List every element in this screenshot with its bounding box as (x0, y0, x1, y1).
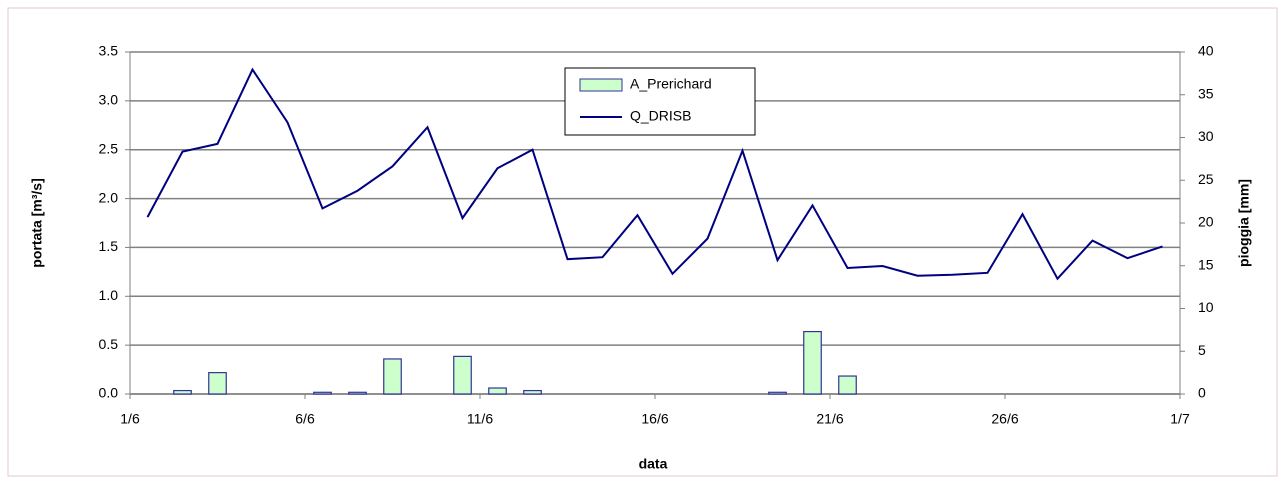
bar (208, 372, 227, 395)
bar (383, 358, 402, 395)
x-tick-label: 6/6 (295, 411, 315, 427)
y-axis-title: portata [m³/s] (29, 178, 45, 267)
y2-tick-label: 30 (1198, 128, 1214, 144)
y-tick-label: 3.5 (99, 43, 119, 59)
bar (313, 391, 332, 395)
bar (803, 330, 822, 395)
y2-tick-label: 5 (1198, 342, 1206, 358)
y-tick-label: 2.5 (99, 140, 119, 156)
x-axis-title: data (639, 456, 668, 472)
y2-tick-label: 20 (1198, 214, 1214, 230)
legend-swatch (579, 78, 623, 92)
x-tick-label: 11/6 (467, 411, 493, 427)
bar (488, 387, 507, 395)
y2-tick-label: 40 (1198, 43, 1214, 59)
bar (768, 391, 787, 395)
legend-label: A_Prerichard (630, 76, 712, 92)
bar (838, 375, 857, 395)
y-tick-label: 0.5 (99, 336, 119, 352)
y2-axis-title: pioggia [mm] (1236, 179, 1252, 267)
legend-label: Q_DRISB (630, 108, 691, 124)
y2-tick-label: 25 (1198, 171, 1214, 187)
y-tick-label: 1.0 (99, 287, 119, 303)
x-tick-label: 1/7 (1170, 411, 1190, 427)
y-tick-label: 1.5 (99, 238, 119, 254)
x-tick-label: 26/6 (991, 411, 1018, 427)
bar (348, 391, 367, 395)
y2-tick-label: 0 (1198, 385, 1206, 401)
line (146, 67, 1163, 281)
x-tick-label: 21/6 (816, 411, 843, 427)
y2-tick-label: 10 (1198, 299, 1214, 315)
x-tick-label: 16/6 (641, 411, 668, 427)
y2-tick-label: 15 (1198, 256, 1214, 272)
y-tick-label: 2.0 (99, 189, 119, 205)
y-tick-label: 0.0 (99, 385, 119, 401)
y2-tick-label: 35 (1198, 85, 1214, 101)
bar (453, 355, 472, 395)
x-tick-label: 1/6 (120, 411, 140, 427)
y-tick-label: 3.0 (99, 92, 119, 108)
bar (523, 389, 542, 395)
bar (173, 389, 192, 395)
